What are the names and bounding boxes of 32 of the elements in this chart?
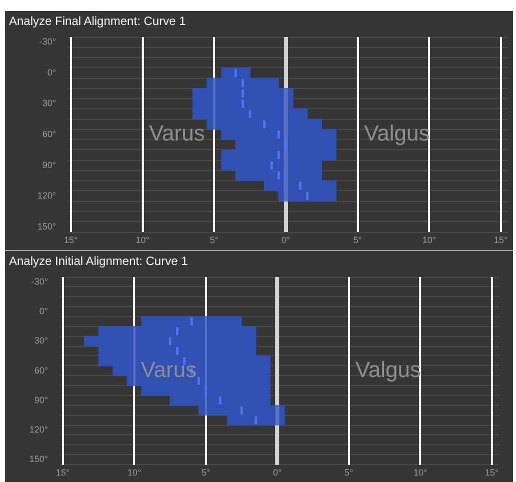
y-tick-label: 60°	[34, 365, 48, 376]
y-tick-label: 60°	[42, 128, 56, 139]
x-tick-label: 15°	[494, 234, 508, 245]
y-tick-label: 120°	[37, 190, 56, 201]
y-tick-label: 0°	[39, 306, 48, 316]
x-tick-label: 5°	[353, 234, 362, 245]
y-tick-label: 150°	[29, 454, 48, 464]
y-tick-label: 90°	[34, 394, 48, 405]
x-tick-label: 15°	[485, 467, 500, 478]
annotation: Varus	[149, 120, 205, 146]
x-tick-label: 10°	[422, 234, 436, 245]
x-tick-label: 10°	[136, 234, 150, 245]
y-tick-label: 150°	[37, 221, 56, 232]
x-tick-label: 5°	[210, 234, 219, 245]
y-tick-label: -30°	[39, 36, 56, 47]
y-tick-label: 120°	[29, 424, 48, 435]
y-tick-label: 0°	[47, 67, 56, 78]
x-tick-label: 5°	[202, 467, 211, 478]
annotation: Varus	[140, 356, 197, 382]
y-tick-label: 30°	[34, 336, 48, 346]
x-tick-label: 15°	[64, 234, 78, 245]
x-tick-label: 0°	[273, 467, 282, 478]
chart-title: Analyze Initial Alignment: Curve 1	[9, 254, 188, 268]
x-tick-label: 10°	[414, 467, 428, 478]
y-tick-label: -30°	[31, 276, 48, 286]
x-tick-label: 15°	[56, 467, 70, 478]
x-tick-label: 0°	[282, 234, 291, 245]
y-tick-label: 30°	[42, 98, 56, 108]
chart-title: Analyze Final Alignment: Curve 1	[9, 14, 186, 28]
x-tick-label: 5°	[344, 467, 354, 478]
x-tick-label: 10°	[128, 467, 142, 478]
y-tick-label: 90°	[42, 160, 56, 170]
